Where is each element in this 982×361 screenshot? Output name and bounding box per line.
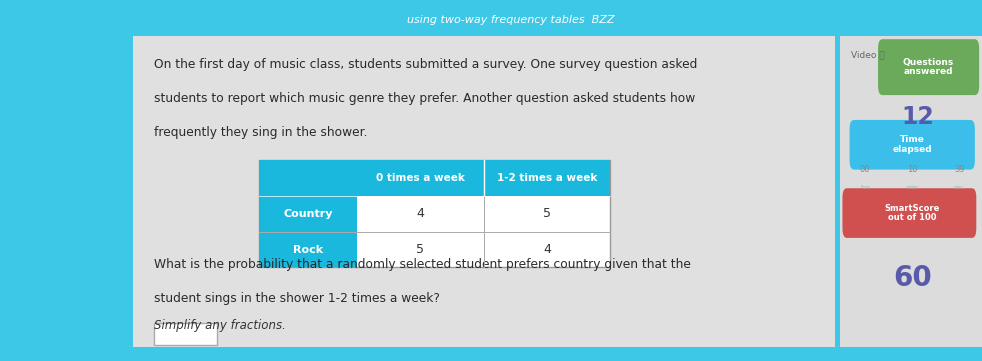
Bar — [259, 160, 610, 196]
Text: SmartScore
out of 100: SmartScore out of 100 — [885, 204, 940, 222]
Bar — [259, 232, 357, 268]
Text: Country: Country — [284, 209, 333, 219]
Text: min: min — [906, 185, 918, 190]
Bar — [259, 196, 357, 232]
Text: student sings in the shower 1-2 times a week?: student sings in the shower 1-2 times a … — [153, 292, 440, 305]
Bar — [153, 323, 217, 345]
Text: Rock: Rock — [293, 244, 323, 255]
Text: 4: 4 — [543, 243, 551, 256]
FancyBboxPatch shape — [878, 39, 979, 95]
Text: What is the probability that a randomly selected student prefers country given t: What is the probability that a randomly … — [153, 258, 690, 271]
Text: Simplify any fractions.: Simplify any fractions. — [153, 319, 286, 332]
Text: 39: 39 — [954, 165, 964, 174]
Text: sec: sec — [954, 185, 964, 190]
Text: Questions
answered: Questions answered — [903, 58, 955, 77]
Text: On the first day of music class, students submitted a survey. One survey questio: On the first day of music class, student… — [153, 58, 697, 71]
FancyBboxPatch shape — [849, 120, 975, 170]
Text: students to report which music genre they prefer. Another question asked student: students to report which music genre the… — [153, 92, 695, 105]
FancyBboxPatch shape — [843, 188, 976, 238]
Text: 5: 5 — [543, 207, 551, 220]
Text: 5: 5 — [416, 243, 424, 256]
Text: Time
elapsed: Time elapsed — [893, 135, 932, 154]
Text: 4: 4 — [416, 207, 424, 220]
Text: 60: 60 — [893, 264, 932, 292]
Text: using two-way frequency tables  BZZ: using two-way frequency tables BZZ — [407, 15, 615, 25]
Text: Video ⓘ: Video ⓘ — [851, 50, 885, 59]
Text: 00: 00 — [860, 165, 870, 174]
Text: frequently they sing in the shower.: frequently they sing in the shower. — [153, 126, 367, 139]
Bar — [259, 160, 610, 268]
Text: 0 times a week: 0 times a week — [376, 173, 464, 183]
Text: 10: 10 — [907, 165, 917, 174]
Text: 12: 12 — [901, 105, 934, 129]
Text: 1-2 times a week: 1-2 times a week — [497, 173, 597, 183]
Text: hrs: hrs — [860, 185, 870, 190]
